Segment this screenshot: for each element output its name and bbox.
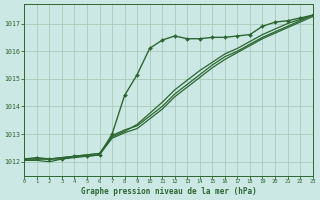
- X-axis label: Graphe pression niveau de la mer (hPa): Graphe pression niveau de la mer (hPa): [81, 187, 256, 196]
